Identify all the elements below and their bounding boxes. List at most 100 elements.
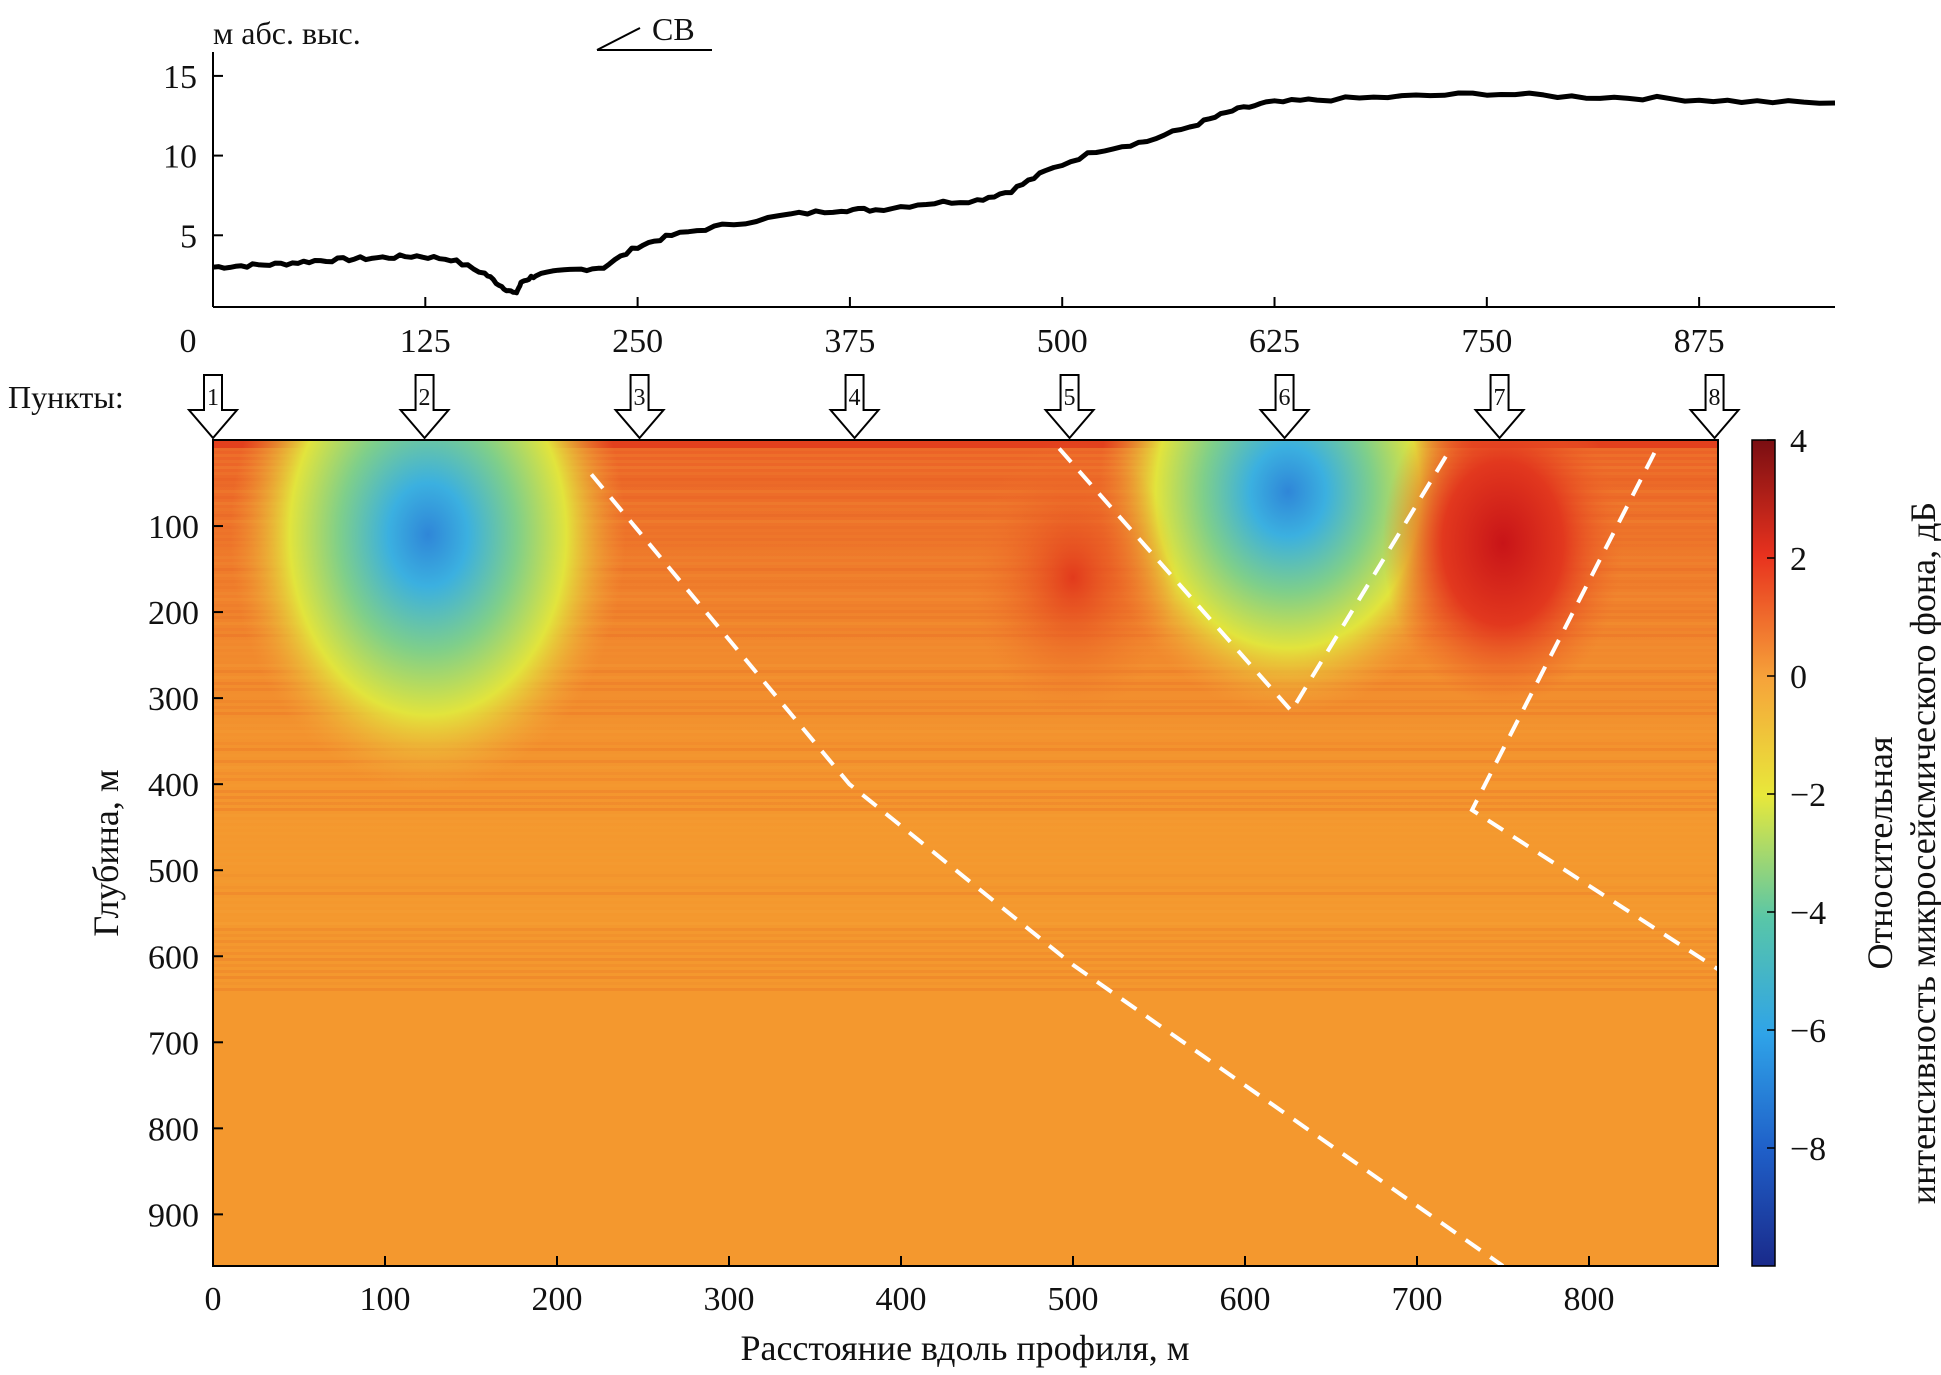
point-marker: 2 — [398, 374, 451, 440]
heatmap-stripe — [213, 520, 1718, 523]
heatmap-x-tick-label: 600 — [1220, 1281, 1271, 1318]
profile-y-tick-label: 15 — [163, 59, 197, 96]
heatmap-stripe — [213, 646, 1718, 649]
direction-label: СВ — [652, 11, 695, 47]
low-intensity-anomaly — [230, 440, 626, 793]
heatmap-stripe — [213, 526, 1718, 529]
heatmap-x-tick-label: 100 — [360, 1281, 411, 1318]
profile-y-axis-label: м абс. выс. — [213, 15, 361, 51]
colorbar-ticks: 4 2 0 −2 −4 −6 −8 — [1767, 423, 1826, 1168]
heatmap-stripe — [213, 478, 1718, 481]
point-arrow-icon — [613, 374, 666, 440]
point-arrow-icon — [1473, 374, 1526, 440]
point-number: 6 — [1279, 385, 1291, 411]
heatmap-stripe — [213, 766, 1718, 769]
heatmap-stripe — [213, 460, 1718, 463]
heatmap-stripe — [213, 508, 1718, 511]
heatmap-stripe — [213, 490, 1718, 493]
elevation-series-line — [212, 90, 1836, 296]
heatmap-y-tick-label: 400 — [148, 767, 199, 804]
colorbar: 4 2 0 −2 −4 −6 −8 Относительная интенсивность … — [1751, 423, 1941, 1267]
point-arrow-icon — [1043, 374, 1096, 440]
heatmap-stripe — [213, 736, 1718, 739]
heatmap-stripe — [213, 742, 1718, 745]
heatmap-stripe — [213, 772, 1718, 775]
heatmap-stripe — [213, 880, 1718, 883]
heatmap-stripe — [213, 814, 1718, 817]
heatmap-stripe — [213, 634, 1718, 637]
heatmap-stripe — [213, 982, 1718, 985]
heatmap-stripe — [213, 670, 1718, 673]
heatmap-surface-strip — [213, 440, 1718, 448]
heatmap-stripe — [213, 610, 1718, 613]
heatmap-stripe — [213, 862, 1718, 865]
heatmap-stripe — [213, 724, 1718, 727]
heatmap-stripe — [213, 454, 1718, 457]
heatmap-stripe — [213, 496, 1718, 499]
point-marker: 3 — [613, 374, 666, 440]
heatmap-stripe — [213, 808, 1718, 811]
colorbar-tick-label: −6 — [1790, 1013, 1826, 1050]
heatmap-stripe — [213, 934, 1718, 937]
heatmap-chart: 0 100 200 300 400 500 600 700 800 100 200 300 400 500… — [86, 439, 1719, 1368]
point-number: 5 — [1064, 385, 1076, 411]
heatmap-stripe — [213, 778, 1718, 781]
point-arrow-icon — [1688, 374, 1741, 440]
heatmap-stripe — [213, 622, 1718, 625]
heatmap-x-tick-label: 700 — [1392, 1281, 1443, 1318]
heatmap-frame — [212, 439, 1719, 1267]
profile-axes — [212, 52, 1835, 308]
direction-arrow-slant — [596, 27, 641, 51]
heatmap-stripe — [213, 754, 1718, 757]
heatmap-stripe — [213, 790, 1718, 793]
heatmap-stripe — [213, 580, 1718, 583]
colorbar-tick-label: 0 — [1790, 659, 1807, 696]
profile-x-tick-label: 250 — [612, 323, 663, 360]
heatmap-stripe — [213, 718, 1718, 721]
point-number: 7 — [1494, 385, 1506, 411]
point-arrow-icon — [186, 374, 240, 440]
point-marker: 6 — [1258, 374, 1311, 440]
heatmap-stripe — [213, 796, 1718, 799]
heatmap-y-axis-title: Глубина, м — [86, 769, 126, 936]
heatmap-x-tick-label: 200 — [532, 1281, 583, 1318]
point-number: 2 — [419, 385, 431, 411]
heatmap-stripe — [213, 958, 1718, 961]
points-label: Пункты: — [8, 379, 124, 415]
profile-x-tick-label: 375 — [824, 323, 875, 360]
heatmap-stripe — [213, 688, 1718, 691]
heatmap-stripe — [213, 700, 1718, 703]
heatmap-stripe — [213, 604, 1718, 607]
heatmap-stripe — [213, 664, 1718, 667]
point-marker: 8 — [1688, 374, 1741, 440]
colorbar-tick-label: −8 — [1790, 1131, 1826, 1168]
profile-y-tick-label: 10 — [163, 139, 197, 176]
heatmap-stripe — [213, 850, 1718, 853]
heatmap-stripe — [213, 652, 1718, 655]
profile-x-tick-label: 750 — [1461, 323, 1512, 360]
profile-ticks: 0 125 250 375 500 625 750 875 5 10 15 — [163, 59, 1725, 360]
heatmap-stripe — [213, 466, 1718, 469]
heatmap-stripe — [213, 532, 1718, 535]
heatmap-stripe — [213, 712, 1718, 715]
heatmap-x-tick-label: 0 — [205, 1281, 222, 1318]
fault-line — [1469, 451, 1718, 971]
interpreted-fault-lines — [589, 447, 1718, 1266]
heatmap-stripe — [213, 544, 1718, 547]
heatmap-stripe — [213, 616, 1718, 619]
point-markers: 1 2 3 4 5 6 7 8 — [186, 374, 1741, 440]
heatmap-stripe — [213, 676, 1718, 679]
point-number: 3 — [634, 385, 646, 411]
heatmap-stripe — [213, 538, 1718, 541]
direction-marker: СВ — [596, 11, 712, 51]
heatmap-stripe — [213, 784, 1718, 787]
colorbar-tick-label: 4 — [1790, 423, 1807, 460]
high-intensity-anomaly — [969, 440, 1177, 716]
profile-y-tick-label: 5 — [180, 218, 197, 255]
heatmap-stripe — [213, 640, 1718, 643]
profile-x-tick-label: 0 — [180, 323, 197, 360]
point-arrow-icon — [1258, 374, 1311, 440]
heatmap-stripe — [213, 946, 1718, 949]
